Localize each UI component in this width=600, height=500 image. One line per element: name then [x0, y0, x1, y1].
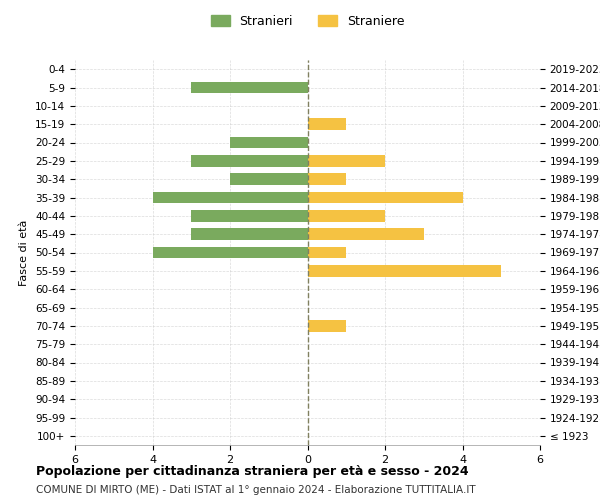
Bar	[308, 320, 346, 332]
Bar	[308, 155, 385, 167]
Bar	[152, 246, 308, 258]
Bar	[191, 82, 308, 94]
Text: COMUNE DI MIRTO (ME) - Dati ISTAT al 1° gennaio 2024 - Elaborazione TUTTITALIA.I: COMUNE DI MIRTO (ME) - Dati ISTAT al 1° …	[36, 485, 476, 495]
Bar	[230, 136, 308, 148]
Y-axis label: Fasce di età: Fasce di età	[19, 220, 29, 286]
Bar	[308, 228, 424, 240]
Bar	[308, 118, 346, 130]
Bar	[230, 173, 308, 185]
Bar	[191, 210, 308, 222]
Bar	[191, 228, 308, 240]
Bar	[308, 265, 501, 277]
Bar	[308, 192, 463, 203]
Bar	[152, 192, 308, 203]
Legend: Stranieri, Straniere: Stranieri, Straniere	[206, 10, 409, 33]
Text: Popolazione per cittadinanza straniera per età e sesso - 2024: Popolazione per cittadinanza straniera p…	[36, 465, 469, 478]
Bar	[308, 246, 346, 258]
Bar	[308, 173, 346, 185]
Bar	[308, 210, 385, 222]
Bar	[191, 155, 308, 167]
